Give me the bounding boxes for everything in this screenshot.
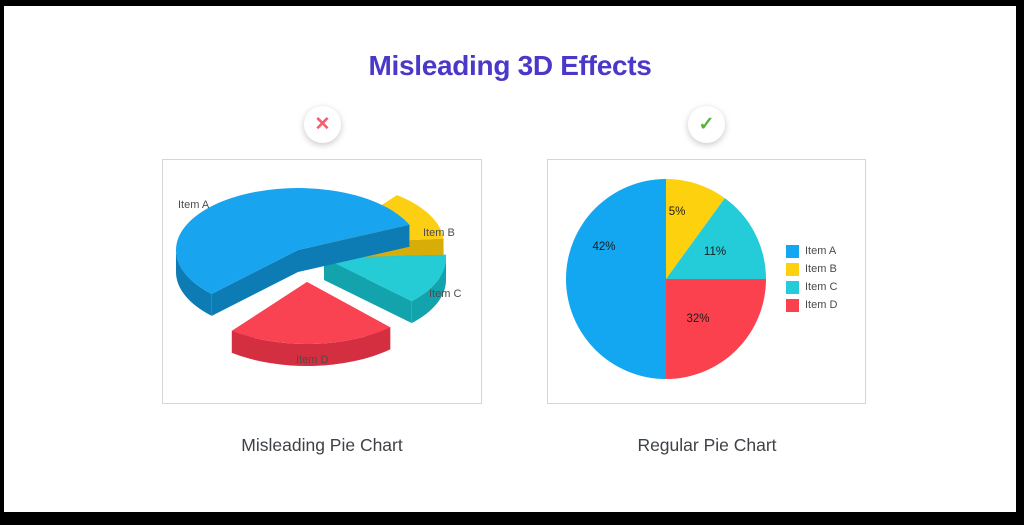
legend-label-item-a: Item A	[805, 245, 837, 257]
check-icon: ✓	[698, 114, 715, 135]
legend-swatch-item-d	[786, 298, 799, 312]
slice-label-item-d: Item D	[296, 354, 329, 366]
legend-swatch-item-a	[786, 244, 799, 258]
data-label-item-c: 11%	[703, 246, 727, 258]
misleading-chart-panel: Item A Item B Item C Item D	[162, 159, 482, 404]
page-title: Misleading 3D Effects	[368, 50, 652, 81]
legend-swatch-item-b	[786, 262, 799, 276]
legend-item-b: Item B	[786, 260, 837, 278]
slice-label-item-b: Item B	[423, 227, 455, 239]
slice-label-item-c: Item C	[429, 288, 462, 300]
data-label-item-b: 5%	[668, 206, 686, 218]
legend-label-item-c: Item C	[805, 281, 838, 293]
cross-badge: ✕	[304, 106, 341, 143]
check-badge: ✓	[688, 106, 725, 143]
data-label-item-a: 42%	[592, 241, 616, 253]
legend-label-item-b: Item B	[805, 263, 837, 275]
legend-label-item-d: Item D	[805, 299, 838, 311]
legend-item-d: Item D	[786, 296, 837, 314]
legend-swatch-item-c	[786, 280, 799, 294]
regular-chart-panel: 42% 5% 11% 32% Item A Item B Item C Item…	[547, 159, 866, 404]
legend-item-c: Item C	[786, 278, 837, 296]
slice-label-item-a: Item A	[178, 199, 210, 211]
2d-pie-chart	[566, 179, 766, 379]
caption-regular: Regular Pie Chart	[637, 435, 777, 455]
legend-item-a: Item A	[786, 242, 837, 260]
caption-misleading: Misleading Pie Chart	[241, 435, 403, 455]
3d-pie-chart	[175, 187, 446, 366]
cross-icon: ✕	[314, 114, 331, 135]
legend: Item A Item B Item C Item D	[786, 242, 837, 314]
data-label-item-d: 32%	[686, 313, 710, 325]
